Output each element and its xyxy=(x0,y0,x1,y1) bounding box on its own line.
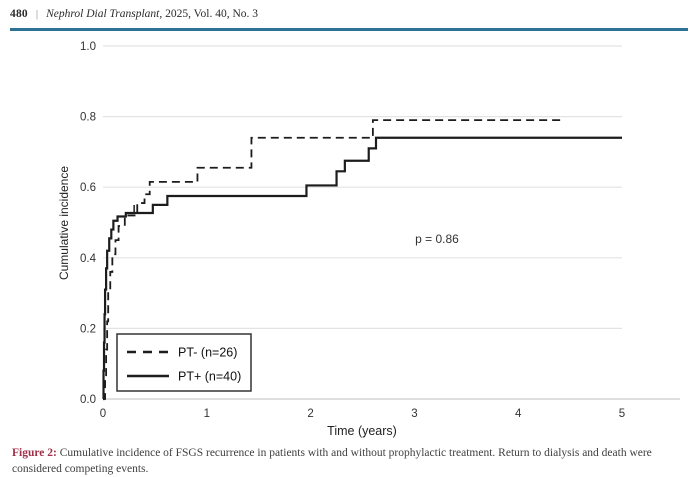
figure-caption-text: Cumulative incidence of FSGS recurrence … xyxy=(12,447,652,475)
x-tick-label: 2 xyxy=(307,408,313,420)
y-tick-label: 0.8 xyxy=(80,112,96,124)
legend-label: PT- (n=26) xyxy=(178,346,237,360)
gridlines xyxy=(103,45,680,400)
x-tick-label: 3 xyxy=(411,408,417,420)
y-axis-tick-labels: 0.0 0.2 0.4 0.6 0.8 1.0 xyxy=(80,41,97,406)
x-tick-label: 4 xyxy=(515,408,522,420)
y-tick-label: 0.2 xyxy=(80,323,96,335)
x-axis-tick-labels: 0 1 2 3 4 5 xyxy=(100,408,625,420)
legend-label: PT+ (n=40) xyxy=(178,370,241,384)
step-curves xyxy=(102,119,622,401)
journal-name: Nephrol Dial Transplant xyxy=(46,8,160,20)
x-tick-label: 5 xyxy=(619,408,625,420)
journal-header: 480 | Nephrol Dial Transplant , 2025, Vo… xyxy=(0,0,698,25)
header-separator: | xyxy=(35,8,39,20)
curve-pt-minus xyxy=(103,119,562,400)
figure-2-chart-area: 0.0 0.2 0.4 0.6 0.8 1.0 0 1 2 3 4 5 Time (years) C… xyxy=(0,34,698,444)
y-tick-label: 0.0 xyxy=(80,394,96,406)
page-number: 480 xyxy=(10,8,28,20)
figure-caption-label: Figure 2: xyxy=(12,447,57,459)
legend: PT- (n=26) PT+ (n=40) xyxy=(116,333,252,392)
y-tick-label: 1.0 xyxy=(80,41,96,53)
p-value-annotation: p = 0.86 xyxy=(415,232,459,246)
x-tick-label: 1 xyxy=(204,408,210,420)
journal-issue: , 2025, Vol. 40, No. 3 xyxy=(159,8,259,20)
cumulative-incidence-chart: 0.0 0.2 0.4 0.6 0.8 1.0 0 1 2 3 4 5 Time (years) C… xyxy=(57,41,680,438)
y-tick-label: 0.4 xyxy=(80,253,97,265)
legend-box xyxy=(116,333,252,392)
curve-pt-plus xyxy=(102,136,622,401)
y-tick-label: 0.6 xyxy=(80,182,96,194)
figure-caption: Figure 2: Cumulative incidence of FSGS r… xyxy=(0,444,698,477)
x-axis-title: Time (years) xyxy=(327,424,397,438)
x-tick-label: 0 xyxy=(100,408,106,420)
y-axis-title: Cumulative incidence xyxy=(57,166,71,280)
header-rule xyxy=(10,28,688,31)
